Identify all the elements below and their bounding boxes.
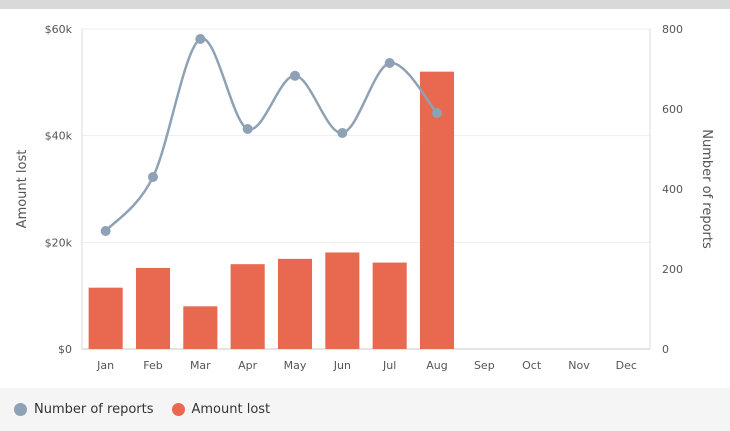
y-left-tick-label: $60k bbox=[45, 23, 73, 36]
bar-amount-lost[interactable] bbox=[325, 252, 360, 349]
point-number-of-reports[interactable] bbox=[384, 58, 395, 68]
x-tick-label: Jun bbox=[333, 359, 351, 372]
x-tick-label: Sep bbox=[474, 359, 495, 372]
y-right-tick-label: 0 bbox=[662, 343, 669, 356]
legend-swatch-circle-icon bbox=[171, 403, 185, 416]
x-tick-label: Jul bbox=[382, 359, 396, 372]
point-number-of-reports[interactable] bbox=[337, 128, 348, 138]
y-left-tick-label: $0 bbox=[58, 343, 72, 356]
top-bar bbox=[0, 0, 730, 9]
x-tick-label: Oct bbox=[522, 359, 542, 372]
point-number-of-reports[interactable] bbox=[148, 172, 158, 182]
line-series-number-of-reports bbox=[100, 34, 442, 236]
legend-item-number-of-reports[interactable]: Number of reports bbox=[14, 402, 154, 417]
y-left-tick-label: $20k bbox=[45, 236, 73, 249]
y-right-tick-label: 200 bbox=[662, 263, 683, 276]
legend-item-amount-lost[interactable]: Amount lost bbox=[171, 402, 271, 417]
y-right-tick-label: 600 bbox=[662, 103, 683, 116]
bar-series-amount-lost bbox=[88, 71, 455, 349]
point-number-of-reports[interactable] bbox=[195, 34, 206, 44]
y-left-tick-label: $40k bbox=[45, 130, 73, 143]
x-tick-label: Nov bbox=[568, 359, 590, 372]
x-tick-label: Jan bbox=[96, 359, 114, 372]
y-axis-left-title: Amount lost bbox=[15, 150, 30, 229]
chart-area: $0 $20k $40k $60k 0 200 400 600 800 Jan Feb Mar Apr M… bbox=[0, 9, 730, 388]
bar-amount-lost[interactable] bbox=[183, 306, 218, 349]
point-number-of-reports[interactable] bbox=[432, 108, 442, 118]
x-tick-label: Mar bbox=[190, 359, 211, 372]
x-tick-label: May bbox=[284, 359, 307, 372]
grid-lines bbox=[81, 28, 651, 350]
legend-swatch-circle-icon bbox=[14, 403, 27, 416]
bar-amount-lost[interactable] bbox=[230, 264, 265, 349]
bar-amount-lost[interactable] bbox=[372, 262, 407, 349]
y-right-tick-label: 400 bbox=[662, 183, 683, 196]
line-number-of-reports bbox=[104, 37, 438, 232]
legend: Number of reports Amount lost bbox=[0, 388, 730, 431]
x-tick-label: Apr bbox=[238, 359, 258, 372]
point-number-of-reports[interactable] bbox=[100, 226, 111, 236]
bar-amount-lost[interactable] bbox=[277, 258, 313, 349]
point-number-of-reports[interactable] bbox=[242, 124, 253, 134]
point-number-of-reports[interactable] bbox=[290, 70, 300, 81]
x-tick-label: Aug bbox=[426, 359, 447, 372]
legend-label: Amount lost bbox=[191, 402, 271, 417]
y-axis-right-title: Number of reports bbox=[699, 129, 714, 249]
x-tick-label: Feb bbox=[143, 359, 162, 372]
bar-amount-lost[interactable] bbox=[88, 287, 123, 349]
y-right-tick-label: 800 bbox=[662, 23, 683, 36]
bar-amount-lost[interactable] bbox=[135, 267, 171, 349]
x-tick-label: Dec bbox=[616, 359, 637, 372]
axes: $0 $20k $40k $60k 0 200 400 600 800 Jan Feb Mar Apr M… bbox=[45, 23, 683, 372]
combo-chart: $0 $20k $40k $60k 0 200 400 600 800 Jan Feb Mar Apr M… bbox=[15, 23, 714, 372]
legend-label: Number of reports bbox=[34, 402, 154, 417]
